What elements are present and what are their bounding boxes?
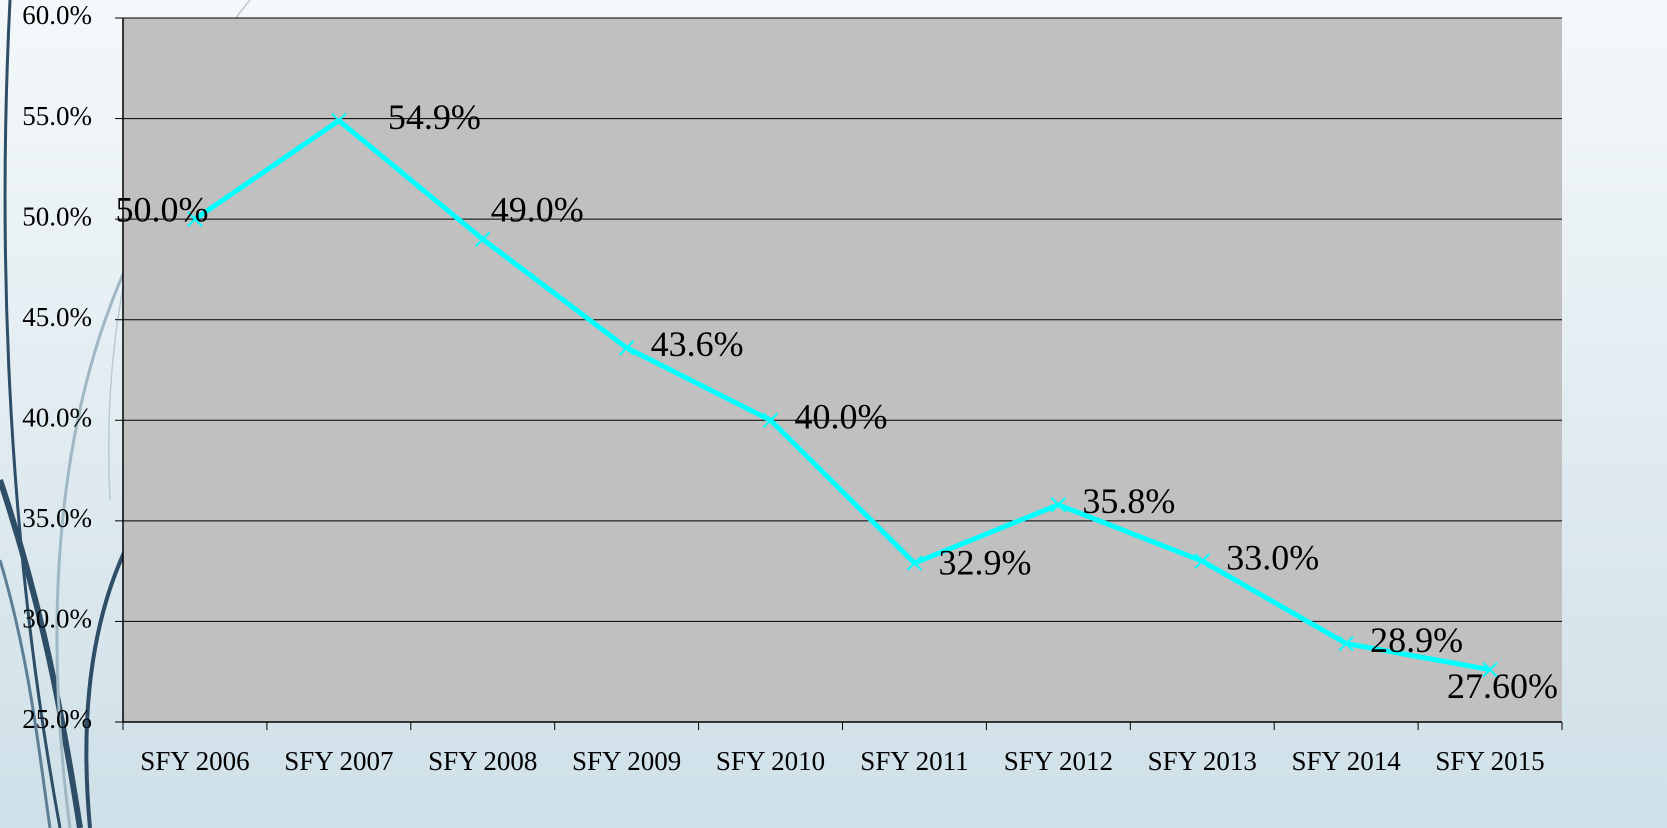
value-label: 54.9% bbox=[388, 97, 481, 137]
marker bbox=[475, 231, 491, 247]
y-tick-label: 45.0% bbox=[22, 302, 92, 332]
decoration bbox=[0, 0, 251, 828]
x-tick-label: SFY 2010 bbox=[716, 746, 825, 776]
marker bbox=[906, 555, 923, 571]
plot-area bbox=[123, 18, 1562, 722]
x-tick-label: SFY 2012 bbox=[1004, 746, 1113, 776]
value-label: 40.0% bbox=[795, 397, 888, 437]
value-label: 32.9% bbox=[938, 542, 1031, 582]
marker bbox=[1338, 635, 1354, 652]
value-label: 49.0% bbox=[491, 190, 584, 230]
x-tick-label: SFY 2014 bbox=[1292, 746, 1402, 776]
x-tick-label: SFY 2013 bbox=[1148, 746, 1257, 776]
value-label: 33.0% bbox=[1226, 537, 1319, 577]
value-label: 27.60% bbox=[1447, 666, 1558, 706]
x-tick-label: SFY 2015 bbox=[1435, 746, 1544, 776]
y-tick-label: 50.0% bbox=[22, 201, 92, 231]
y-tick-label: 30.0% bbox=[22, 604, 92, 634]
x-tick-label: SFY 2009 bbox=[572, 746, 681, 776]
marker bbox=[618, 340, 635, 356]
value-label: 43.6% bbox=[651, 324, 744, 364]
value-label: 35.8% bbox=[1082, 481, 1175, 521]
marker bbox=[1050, 497, 1067, 513]
data-line bbox=[193, 118, 1491, 673]
y-tick-label: 25.0% bbox=[22, 704, 92, 734]
y-tick-label: 60.0% bbox=[22, 0, 92, 30]
marker bbox=[1194, 553, 1210, 569]
x-tick-label: SFY 2006 bbox=[140, 746, 249, 776]
y-tick-label: 40.0% bbox=[22, 402, 92, 432]
marker bbox=[762, 412, 779, 428]
x-tick-label: SFY 2007 bbox=[284, 746, 393, 776]
x-tick-label: SFY 2008 bbox=[428, 746, 537, 776]
value-label: 50.0% bbox=[115, 189, 208, 229]
value-label: 28.9% bbox=[1370, 620, 1463, 660]
x-tick-label: SFY 2011 bbox=[860, 746, 968, 776]
y-tick-label: 55.0% bbox=[22, 101, 92, 131]
y-tick-label: 35.0% bbox=[22, 503, 92, 533]
marker bbox=[1482, 661, 1498, 678]
marker bbox=[331, 112, 347, 129]
marker bbox=[187, 211, 203, 227]
